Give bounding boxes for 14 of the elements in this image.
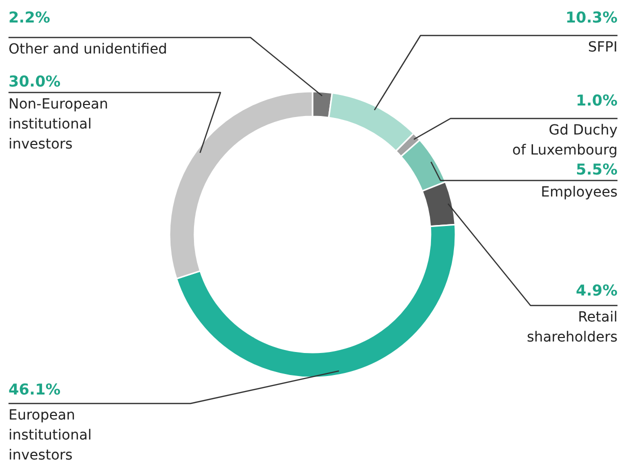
data-label: 30.0%	[8, 72, 61, 90]
slice-label: Gd Duchy of Luxembourg	[512, 122, 618, 158]
data-label: 2.2%	[8, 8, 50, 26]
slice-label: SFPI	[588, 40, 618, 56]
data-label: 4.9%	[576, 282, 618, 300]
slice-label: Retail shareholders	[526, 310, 618, 346]
slice-label: Non-European institutional investors	[8, 96, 108, 152]
data-label: 1.0%	[576, 92, 618, 110]
slice-label: European institutional investors	[8, 408, 92, 464]
slice-label: Employees	[540, 184, 618, 200]
data-label: 10.3%	[565, 8, 618, 26]
data-label: 46.1%	[8, 380, 61, 398]
data-label: 5.5%	[576, 160, 618, 178]
slice-label: Other and unidentified	[8, 42, 168, 58]
